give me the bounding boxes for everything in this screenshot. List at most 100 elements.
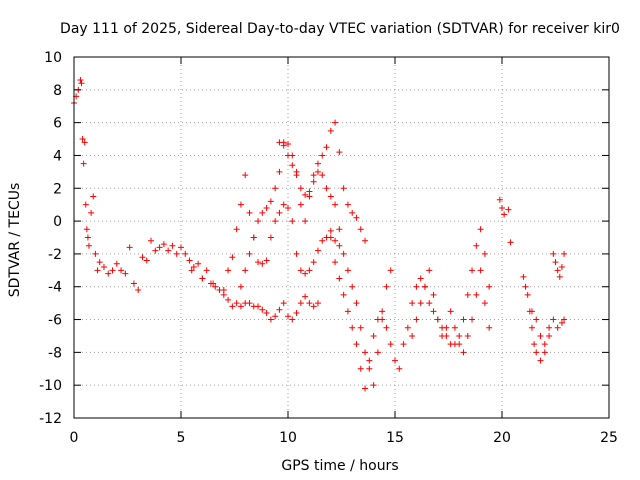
data-point <box>272 313 279 320</box>
data-point <box>469 316 476 323</box>
data-point <box>558 264 565 271</box>
data-point <box>314 160 321 167</box>
data-point <box>561 316 568 323</box>
data-point <box>451 341 458 348</box>
data-point <box>323 185 330 192</box>
data-point <box>456 332 463 339</box>
data-point <box>100 264 107 271</box>
data-point <box>289 218 296 225</box>
data-point <box>310 303 317 310</box>
data-point <box>225 296 232 303</box>
y-tick-label: -12 <box>39 411 62 427</box>
series-track-d <box>276 139 394 389</box>
data-point <box>362 237 369 244</box>
data-point <box>259 260 266 267</box>
y-tick-label: 8 <box>53 83 62 99</box>
data-point <box>464 291 471 298</box>
data-point <box>349 209 356 216</box>
data-point <box>387 341 394 348</box>
data-point <box>203 267 210 274</box>
x-axis-label: GPS time / hours <box>281 458 398 474</box>
data-point <box>81 139 88 146</box>
data-point <box>92 250 99 257</box>
data-point <box>404 324 411 331</box>
data-point <box>552 259 559 266</box>
data-point <box>327 227 334 234</box>
data-point <box>156 244 163 251</box>
data-point <box>520 273 527 280</box>
data-point <box>190 264 197 271</box>
data-point <box>460 316 467 323</box>
data-point <box>413 283 420 290</box>
y-tick-label: 2 <box>53 181 62 197</box>
data-point <box>362 349 369 356</box>
data-point <box>366 357 373 364</box>
x-tick-label: 10 <box>279 430 297 446</box>
data-point <box>297 300 304 307</box>
data-point <box>426 300 433 307</box>
data-point <box>546 324 553 331</box>
data-point <box>297 185 304 192</box>
data-point <box>130 280 137 287</box>
data-point <box>400 341 407 348</box>
data-point <box>522 283 529 290</box>
data-point <box>280 300 287 307</box>
data-point <box>289 162 296 169</box>
x-tick-label: 15 <box>386 430 404 446</box>
data-point <box>319 152 326 159</box>
data-point <box>409 332 416 339</box>
data-point <box>528 308 535 315</box>
data-point <box>259 306 266 313</box>
series-track-c <box>237 119 369 290</box>
data-point <box>430 308 437 315</box>
data-point <box>558 319 565 326</box>
data-point <box>554 324 561 331</box>
data-point <box>439 324 446 331</box>
data-point <box>139 254 146 261</box>
data-point <box>242 172 249 179</box>
data-point <box>237 283 244 290</box>
data-point <box>499 204 505 211</box>
y-tick-label: -8 <box>48 345 62 361</box>
y-tick-label: 0 <box>53 214 62 230</box>
plot-frame <box>73 56 610 419</box>
data-point <box>126 244 133 251</box>
data-point <box>417 300 424 307</box>
data-point <box>469 267 476 274</box>
data-point <box>531 341 538 348</box>
data-point <box>242 267 249 274</box>
data-point <box>430 291 437 298</box>
data-point <box>306 300 313 307</box>
data-point <box>276 306 283 313</box>
data-point <box>383 324 390 331</box>
data-point <box>426 267 433 274</box>
data-point <box>173 250 180 257</box>
y-tick-label: 4 <box>53 148 62 164</box>
data-point <box>285 140 291 147</box>
data-point <box>246 300 253 307</box>
data-point <box>362 385 369 392</box>
data-point <box>199 275 206 282</box>
data-point <box>306 188 313 195</box>
grid-lines <box>74 57 609 418</box>
data-point <box>272 218 279 225</box>
data-point <box>289 316 296 323</box>
data-point <box>505 206 512 213</box>
data-point <box>152 247 159 254</box>
data-point <box>496 196 503 203</box>
data-point <box>229 303 236 310</box>
data-point <box>297 201 304 208</box>
data-point <box>122 270 129 277</box>
data-point <box>233 226 240 233</box>
data-point <box>340 250 347 257</box>
data-point <box>370 332 377 339</box>
data-point <box>96 259 103 266</box>
data-point <box>143 257 150 264</box>
data-point <box>340 185 347 192</box>
data-point <box>302 293 309 300</box>
data-point <box>94 267 101 274</box>
data-point <box>259 209 266 216</box>
data-point <box>237 303 244 310</box>
data-point <box>109 267 116 274</box>
data-point <box>169 242 176 249</box>
